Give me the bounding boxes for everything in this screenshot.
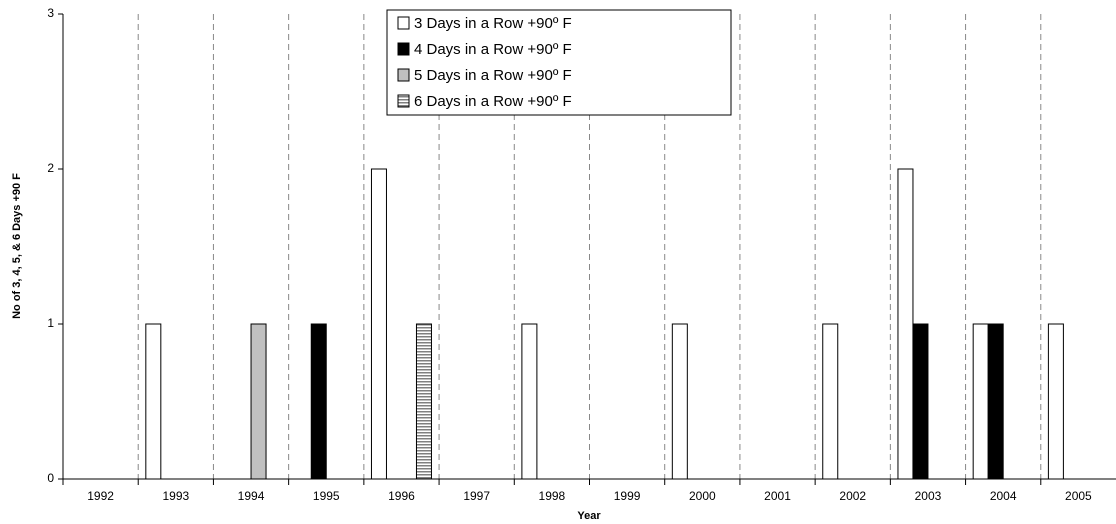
bar	[145, 323, 162, 480]
x-axis-title: Year	[577, 510, 601, 522]
x-tick-label: 2002	[839, 489, 866, 503]
legend-label: 6 Days in a Row +90º F	[414, 93, 572, 110]
x-tick-label: 2004	[990, 489, 1017, 503]
bar	[521, 323, 538, 480]
y-tick-label: 2	[47, 161, 54, 175]
bar	[912, 323, 929, 480]
bar	[415, 323, 432, 480]
x-tick-label: 2001	[764, 489, 791, 503]
legend-swatch	[397, 94, 410, 108]
bar	[987, 323, 1004, 480]
legend-box	[386, 9, 732, 116]
bar	[972, 323, 989, 480]
x-tick-label: 2000	[689, 489, 716, 503]
x-tick-label: 1994	[238, 489, 265, 503]
legend-swatch	[397, 68, 410, 82]
x-tick-label: 1996	[388, 489, 415, 503]
x-tick-label: 1993	[162, 489, 189, 503]
legend-label: 4 Days in a Row +90º F	[414, 41, 572, 58]
legend-label: 5 Days in a Row +90º F	[414, 67, 572, 84]
bar	[1047, 323, 1064, 480]
bar	[671, 323, 688, 480]
x-tick-label: 1998	[539, 489, 566, 503]
y-tick-label: 0	[47, 471, 54, 485]
bar	[250, 323, 267, 480]
bar	[370, 168, 387, 480]
bar	[897, 168, 914, 480]
legend-swatch	[397, 42, 410, 56]
y-axis-title: No of 3, 4, 5, & 6 Days +90 F	[11, 173, 23, 319]
x-tick-label: 2003	[915, 489, 942, 503]
y-tick-label: 1	[47, 316, 54, 330]
bar	[822, 323, 839, 480]
bar	[310, 323, 327, 480]
legend-label: 3 Days in a Row +90º F	[414, 15, 572, 32]
legend: 3 Days in a Row +90º F 4 Days in a Row +9…	[386, 9, 732, 116]
x-tick-label: 1992	[87, 489, 114, 503]
y-tick-label: 3	[47, 6, 54, 20]
x-tick-label: 1995	[313, 489, 340, 503]
x-tick-label: 1997	[463, 489, 490, 503]
x-tick-label: 2005	[1065, 489, 1092, 503]
legend-swatch	[397, 16, 410, 30]
x-tick-label: 1999	[614, 489, 641, 503]
